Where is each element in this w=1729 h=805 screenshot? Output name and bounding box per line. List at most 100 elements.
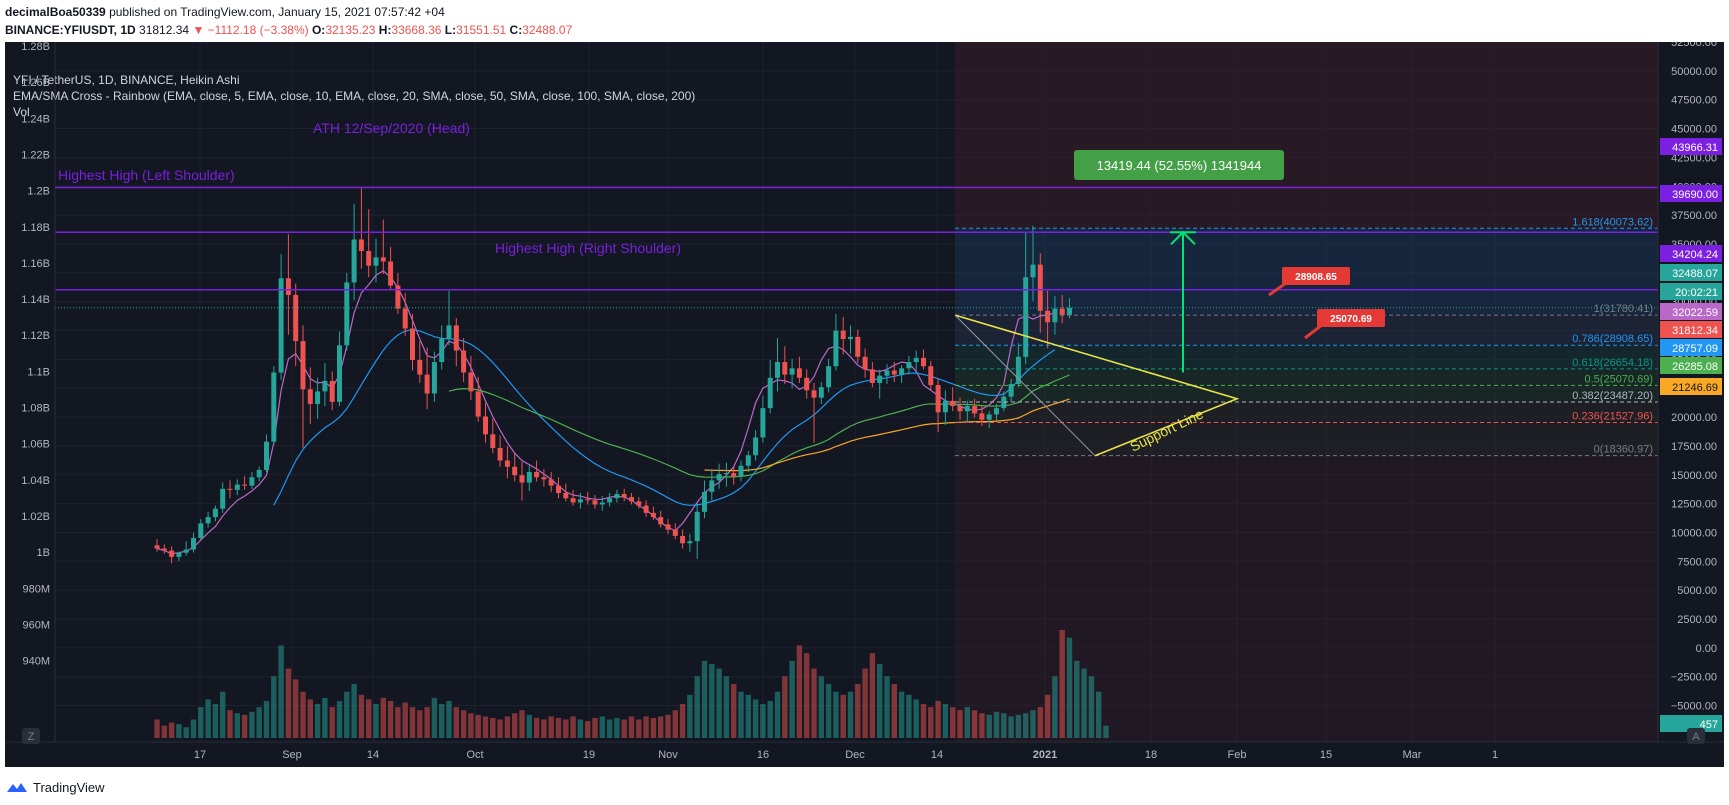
candle-body xyxy=(811,390,817,398)
chart-container[interactable]: 1.618(40073.62) 1(31780.41) 0.786(28908.65… xyxy=(5,37,1724,767)
volume-bar xyxy=(1008,716,1014,738)
candle-body xyxy=(278,278,284,373)
price-axis-tick: 50000.00 xyxy=(1671,66,1717,78)
volume-bar xyxy=(373,704,379,738)
volume-bar xyxy=(482,716,489,738)
footer-brand[interactable]: TradingView xyxy=(6,776,105,798)
candle-body xyxy=(796,368,802,378)
candle-body xyxy=(191,538,196,550)
volume-bar xyxy=(1052,676,1058,738)
volume-bar xyxy=(694,676,700,738)
time-axis-tick: Mar xyxy=(1403,749,1422,761)
candle-body xyxy=(658,517,664,525)
legend-line-3[interactable]: Vol xyxy=(13,105,30,119)
volume-bar xyxy=(1015,714,1022,738)
right-shoulder-annotation: Highest High (Right Shoulder) xyxy=(495,240,681,256)
legend-line-2[interactable]: EMA/SMA Cross - Rainbow (EMA, close, 5, … xyxy=(13,89,695,103)
candle-body xyxy=(541,477,547,480)
volume-bar xyxy=(358,694,365,738)
price-label-text: 20:02:21 xyxy=(1675,287,1718,299)
left-axis-tick: 1.14B xyxy=(21,294,50,306)
callout-2-arrow xyxy=(1304,323,1323,340)
time-axis[interactable]: 17 Sep 14 Oct 19 Nov 16 Dec 14 2021 18 Feb 15 Mar 1 xyxy=(5,741,1724,767)
candle-body xyxy=(862,356,868,370)
volume-bar xyxy=(993,711,1000,738)
tradingview-logo-icon xyxy=(7,783,27,792)
volume-bar xyxy=(212,704,219,738)
candle-body xyxy=(884,370,890,376)
log-scale-button[interactable] xyxy=(22,728,40,744)
fib-levels: 1.618(40073.62) 1(31780.41) 0.786(28908.65… xyxy=(955,216,1658,457)
volume-bar xyxy=(344,691,350,738)
price-axis-tick: 5000.00 xyxy=(1677,585,1717,597)
fib-zone-1 xyxy=(955,315,1658,346)
candle-body xyxy=(1067,307,1072,315)
ema5-line xyxy=(156,270,1056,555)
time-axis-tick: Oct xyxy=(466,749,483,761)
volume-bar xyxy=(847,691,854,738)
price-label-text: 39690.00 xyxy=(1672,189,1718,201)
price-axis-tick: 45000.00 xyxy=(1671,124,1717,136)
candle-body xyxy=(592,500,598,505)
price-axis-tick: 42500.00 xyxy=(1671,152,1717,164)
volume-bar xyxy=(643,716,649,738)
volume-axis[interactable]: 1.28B 1.26B 1.24B 1.22B 1.2B 1.18B 1.16B 1.14B 1… xyxy=(21,41,56,742)
volume-bar xyxy=(665,714,671,738)
time-axis-tick: 14 xyxy=(367,749,379,761)
candle-body xyxy=(957,406,963,412)
price-axis-tick: 7500.00 xyxy=(1677,556,1717,568)
volume-bar xyxy=(256,707,262,738)
volume-bar xyxy=(548,716,554,738)
volume-bar xyxy=(439,704,445,738)
left-axis-tick: 1.1B xyxy=(27,366,50,378)
candle-body xyxy=(607,498,613,503)
fib-label-1.618: 1.618(40073.62) xyxy=(1572,216,1653,228)
price-label-text: 26285.08 xyxy=(1672,361,1718,373)
candle-body xyxy=(636,501,642,506)
volume-bars xyxy=(154,630,1109,738)
candle-body xyxy=(775,362,780,378)
candle-body xyxy=(570,498,576,503)
candle-body xyxy=(767,377,773,409)
legend-line-1[interactable]: YFI / TetherUS, 1D, BINANCE, Heikin Ashi xyxy=(13,73,240,87)
volume-bar xyxy=(840,694,846,738)
volume-bar xyxy=(950,707,956,738)
time-axis-tick: 16 xyxy=(757,749,769,761)
auto-scale-button[interactable] xyxy=(1687,728,1705,744)
fib-label-0.5: 0.5(25070.69) xyxy=(1585,373,1654,385)
volume-bar xyxy=(234,713,240,738)
volume-bar xyxy=(329,707,335,738)
volume-bar xyxy=(366,699,372,738)
callout-1-text: 28908.65 xyxy=(1295,272,1337,283)
candle-body xyxy=(183,549,189,553)
candle-body xyxy=(548,479,554,486)
volume-bar xyxy=(964,707,970,738)
volume-bar xyxy=(380,697,386,738)
time-axis-tick: Dec xyxy=(845,749,865,761)
candle-body xyxy=(804,377,810,391)
price-label-text: 31812.34 xyxy=(1672,325,1718,337)
candle-body xyxy=(716,474,722,481)
trendline-drawings xyxy=(954,230,1323,457)
price-chart[interactable]: 1.618(40073.62) 1(31780.41) 0.786(28908.65… xyxy=(5,37,1724,767)
candle-body xyxy=(877,375,883,384)
grid-lines xyxy=(55,41,1658,742)
volume-bar xyxy=(314,704,321,738)
volume-bar xyxy=(818,676,824,738)
candle-body xyxy=(855,336,861,357)
volume-bar xyxy=(767,700,773,738)
volume-bar xyxy=(957,710,963,738)
volume-bar xyxy=(541,719,547,738)
publisher-name[interactable]: decimalBoa50339 xyxy=(5,5,106,19)
candle-body xyxy=(205,517,211,524)
candle-body xyxy=(220,488,226,509)
volume-bar xyxy=(1059,630,1065,738)
candle-body xyxy=(556,485,561,493)
fib-label-0.618: 0.618(26654.18) xyxy=(1572,357,1653,369)
candle-body xyxy=(928,366,934,386)
candle-body xyxy=(731,473,737,477)
candle-body xyxy=(395,285,401,309)
price-label-text: 457 xyxy=(1700,719,1718,731)
volume-bar xyxy=(636,719,642,738)
volume-bar xyxy=(431,697,438,738)
